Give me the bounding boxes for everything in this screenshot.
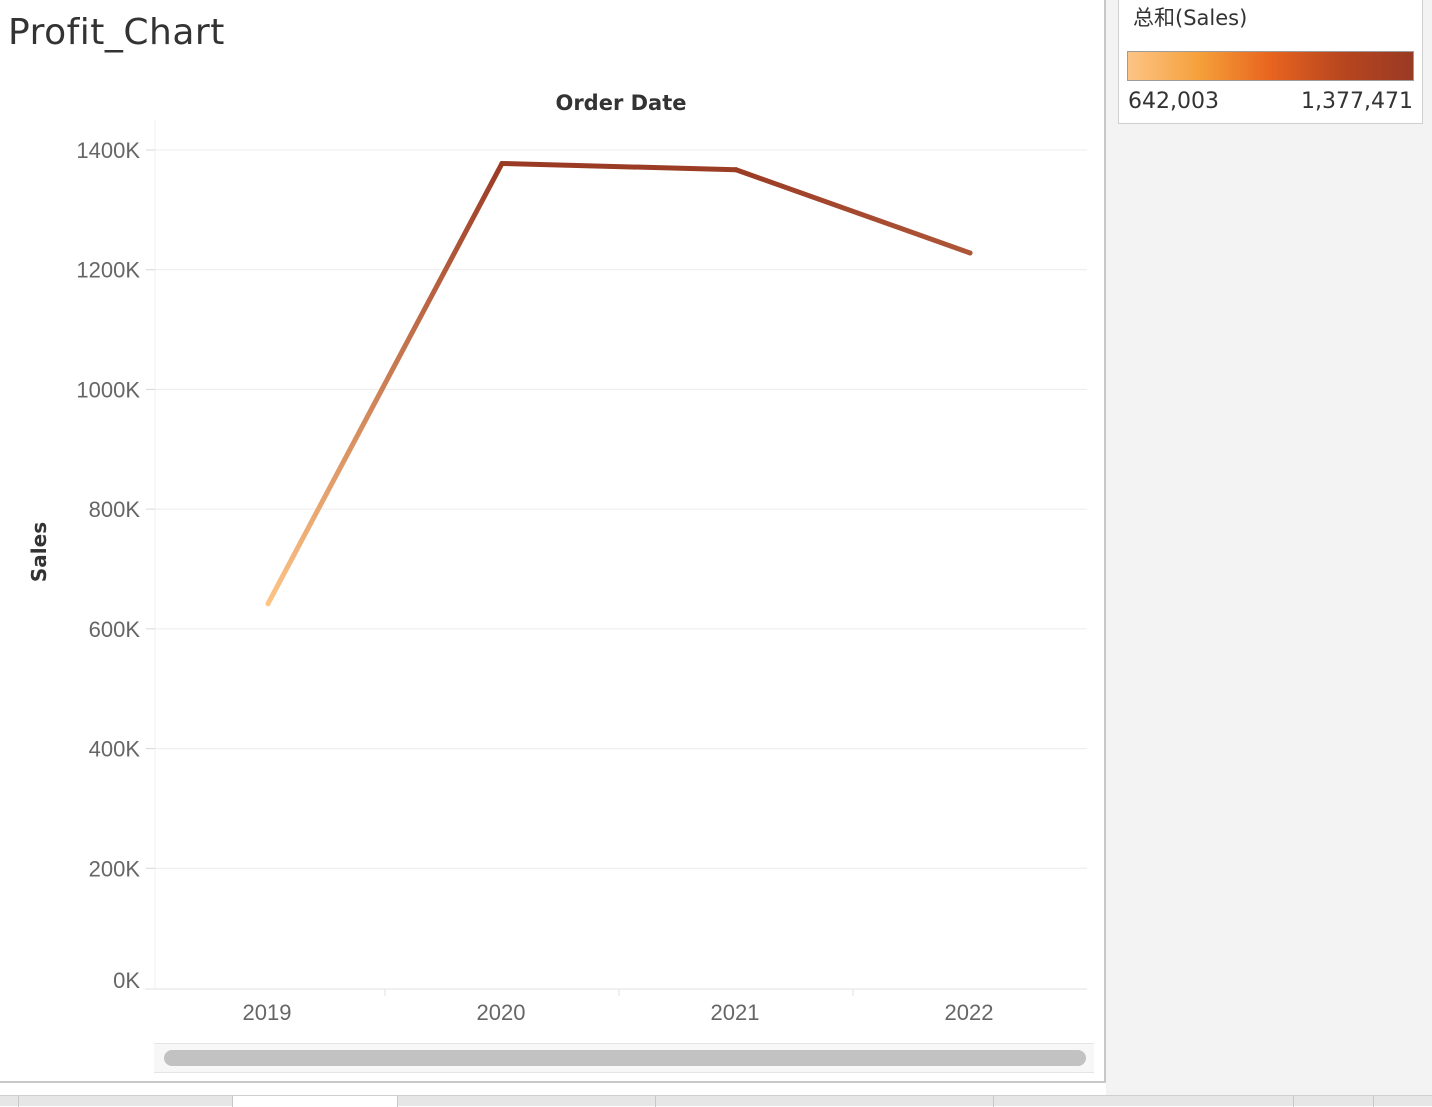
side-panel	[1106, 0, 1432, 1095]
sheet-title: Profit_Chart	[8, 12, 225, 53]
line-segment[interactable]	[733, 167, 973, 256]
gridlines	[155, 149, 1087, 869]
y-tick-label: 600K	[89, 617, 141, 642]
scrollbar-thumb[interactable]	[164, 1050, 1086, 1066]
legend-color-ramp	[1127, 51, 1414, 81]
legend-max-label: 1,377,471	[1301, 89, 1413, 114]
data-point[interactable]	[265, 601, 271, 607]
worksheet-area: Profit_Chart Order Date Sales 0K 200K 400K…	[0, 0, 1106, 1083]
y-axis-ticks: 0K 200K 400K 600K 800K 1000K 1200K 1400K	[76, 138, 155, 993]
y-tick-label: 400K	[89, 737, 141, 762]
y-tick-label: 0K	[113, 968, 140, 993]
horizontal-scrollbar[interactable]	[154, 1043, 1094, 1073]
sheet-tab-bar	[0, 1095, 1432, 1107]
sheet-tab[interactable]	[1373, 1096, 1432, 1107]
data-point[interactable]	[733, 167, 739, 173]
x-tick-label: 2019	[243, 1000, 292, 1025]
data-point[interactable]	[967, 250, 973, 256]
x-axis-header: Order Date	[555, 91, 686, 115]
y-tick-label: 800K	[89, 497, 141, 522]
x-tick-label: 2022	[945, 1000, 994, 1025]
y-tick-label: 1000K	[76, 377, 140, 402]
y-axis-label: Sales	[27, 522, 51, 582]
x-tick-label: 2020	[477, 1000, 526, 1025]
y-tick-label: 1200K	[76, 258, 140, 283]
sheet-tab[interactable]	[232, 1096, 398, 1107]
line-segment[interactable]	[265, 160, 505, 607]
color-legend[interactable]: 总和(Sales) 642,003 1,377,471	[1118, 0, 1423, 124]
line-chart: Order Date Sales 0K 200K 400K 600K 800K 1000K…	[27, 91, 1087, 1025]
sheet-tab[interactable]	[993, 1096, 1293, 1107]
data-point[interactable]	[499, 160, 505, 166]
sheet-tab[interactable]	[18, 1096, 232, 1107]
x-tick-label: 2021	[711, 1000, 760, 1025]
y-tick-label: 1400K	[76, 138, 140, 163]
legend-title: 总和(Sales)	[1133, 6, 1248, 30]
sheet-tab[interactable]	[1293, 1096, 1373, 1107]
x-axis-ticks: 2019 2020 2021 2022	[243, 989, 994, 1025]
sheet-tab[interactable]	[655, 1096, 993, 1107]
line-segment[interactable]	[499, 160, 739, 173]
y-tick-label: 200K	[89, 856, 141, 881]
legend-min-label: 642,003	[1128, 89, 1219, 114]
sales-series[interactable]	[265, 160, 973, 607]
sheet-tab[interactable]	[397, 1096, 655, 1107]
